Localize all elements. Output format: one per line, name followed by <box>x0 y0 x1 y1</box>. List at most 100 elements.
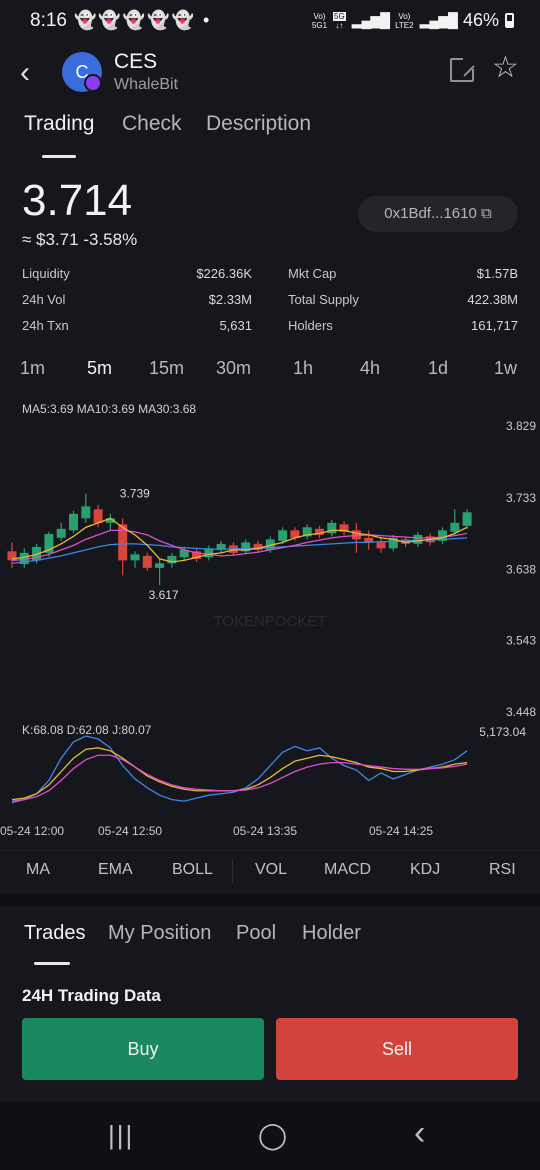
token-name: CES <box>114 50 158 73</box>
candle-body <box>118 524 128 561</box>
watermark: TOKENPOCKET <box>213 613 326 630</box>
network-5g-icon: 5G ↓↑ <box>333 11 346 30</box>
stat-value: 161,717 <box>471 318 518 333</box>
kdj-d-line <box>11 747 468 801</box>
tab-check[interactable]: Check <box>122 112 182 135</box>
notification-icons: 👻👻👻👻👻 • <box>74 10 212 30</box>
indicator-kdj[interactable]: KDJ <box>410 861 441 878</box>
y-tick-label: 3.638 <box>506 562 536 576</box>
sim2-icon: Vo) LTE2 <box>395 11 414 30</box>
candle-body <box>339 524 349 532</box>
indicator-ma[interactable]: MA <box>26 861 50 878</box>
candle-body <box>401 539 411 544</box>
interval-1d[interactable]: 1d <box>428 358 449 378</box>
indicator-divider <box>232 859 233 883</box>
contract-address-pill[interactable]: 0x1Bdf...1610 ⧉ <box>358 196 518 232</box>
ma-legend: MA5:3.69 MA10:3.69 MA30:3.68 <box>22 402 197 416</box>
candle-body <box>315 528 324 535</box>
candle-body <box>93 509 103 523</box>
price-usd-change: ≈ $3.71 -3.58% <box>22 230 137 250</box>
candle-body <box>450 522 460 532</box>
section-divider <box>0 894 540 906</box>
y-tick-label: 3.448 <box>506 705 536 719</box>
indicator-vol[interactable]: VOL <box>255 861 288 878</box>
low-annotation: 3.617 <box>149 588 179 602</box>
home-icon[interactable]: ◯ <box>258 1120 288 1150</box>
tab-trading[interactable]: Trading <box>24 112 95 135</box>
tab-trades[interactable]: Trades <box>24 922 86 944</box>
candle-body <box>462 512 472 526</box>
candle-body <box>81 506 91 519</box>
indicator-rsi[interactable]: RSI <box>489 861 516 878</box>
interval-4h[interactable]: 4h <box>360 358 381 378</box>
signal-2-icon: ▂▄▆█ <box>419 12 458 28</box>
status-right: Vo) 5G1 5G ↓↑ ▂▄▆█ Vo) LTE2 ▂▄▆█ 46% <box>312 10 514 31</box>
candle-body <box>167 555 177 564</box>
candle-body <box>364 537 374 543</box>
sell-button[interactable]: Sell <box>276 1018 518 1080</box>
interval-1w[interactable]: 1w <box>494 358 518 378</box>
candle-body <box>155 563 165 568</box>
tab-description[interactable]: Description <box>206 112 312 135</box>
candle-body <box>7 551 17 561</box>
signal-icon: ▂▄▆█ <box>351 12 390 28</box>
interval-30m[interactable]: 30m <box>216 358 252 378</box>
kdj-j-line <box>11 754 468 802</box>
candle-body <box>142 555 152 568</box>
chain-badge-icon <box>84 74 102 92</box>
nav-back-icon[interactable]: ‹ <box>414 1114 426 1152</box>
kdj-legend: K:68.08 D:62.08 J:80.07 <box>22 723 152 737</box>
stat-value: $1.57B <box>476 266 518 281</box>
y-tick-label: 3.733 <box>506 491 536 505</box>
battery-percent: 46% <box>462 10 499 30</box>
candle-body <box>179 549 189 558</box>
indicator-selector: MA EMA BOLL VOL MACD KDJ RSI <box>0 850 540 890</box>
indicator-macd[interactable]: MACD <box>324 861 372 878</box>
candle-body <box>327 522 337 534</box>
favorite-star-icon[interactable]: ☆ <box>492 51 519 84</box>
interval-15m[interactable]: 15m <box>149 358 185 378</box>
candle-body <box>290 530 300 538</box>
candlestick-chart[interactable]: TOKENPOCKET 3.829 3.733 3.638 3.543 3.448 3.73… <box>0 410 540 850</box>
indicator-ema[interactable]: EMA <box>98 861 133 878</box>
x-tick-label: 05-24 14:25 <box>369 824 433 838</box>
token-exchange: WhaleBit <box>114 76 179 93</box>
stat-label: 24h Txn <box>22 318 69 333</box>
section-title: 24H Trading Data <box>22 986 161 1005</box>
back-arrow-icon[interactable]: ‹ <box>20 56 30 89</box>
x-tick-label: 05-24 12:50 <box>98 824 162 838</box>
candle-body <box>192 551 201 559</box>
interval-1m[interactable]: 1m <box>20 358 46 378</box>
subtab-active-indicator <box>34 962 70 965</box>
share-icon[interactable] <box>450 55 477 82</box>
price-usd: ≈ $3.71 <box>22 230 79 249</box>
ma30-line <box>11 537 468 565</box>
candle-body <box>105 518 115 523</box>
indicator-boll[interactable]: BOLL <box>172 861 213 878</box>
token-header: ‹ C CES WhaleBit ☆ <box>0 44 540 104</box>
candle-body <box>44 534 54 553</box>
candle-body <box>56 528 66 538</box>
buy-button[interactable]: Buy <box>22 1018 264 1080</box>
price-change: -3.58% <box>83 230 138 249</box>
tab-active-indicator <box>42 155 76 158</box>
x-tick-label: 05-24 12:00 <box>0 824 64 838</box>
interval-5m[interactable]: 5m <box>87 358 113 378</box>
stat-row: 24h Vol $2.33M Total Supply 422.38M <box>22 292 518 312</box>
status-time: 8:16 <box>30 10 67 31</box>
tab-my-position[interactable]: My Position <box>108 922 212 944</box>
y-tick-label: 3.543 <box>506 634 536 648</box>
tab-holder[interactable]: Holder <box>302 922 361 944</box>
recents-icon[interactable]: ||| <box>108 1120 135 1150</box>
stat-label: 24h Vol <box>22 292 66 307</box>
stat-label: Liquidity <box>22 266 70 281</box>
stat-label: Total Supply <box>288 292 359 307</box>
candle-body <box>204 548 214 558</box>
stat-value: 5,631 <box>219 318 252 333</box>
candle-body <box>265 539 275 550</box>
ma5-line <box>11 517 468 563</box>
interval-selector: 1m 5m 15m 30m 1h 4h 1d 1w <box>0 358 540 384</box>
interval-1h[interactable]: 1h <box>293 358 314 378</box>
tab-pool[interactable]: Pool <box>236 922 277 944</box>
stat-value: 422.38M <box>467 292 518 307</box>
